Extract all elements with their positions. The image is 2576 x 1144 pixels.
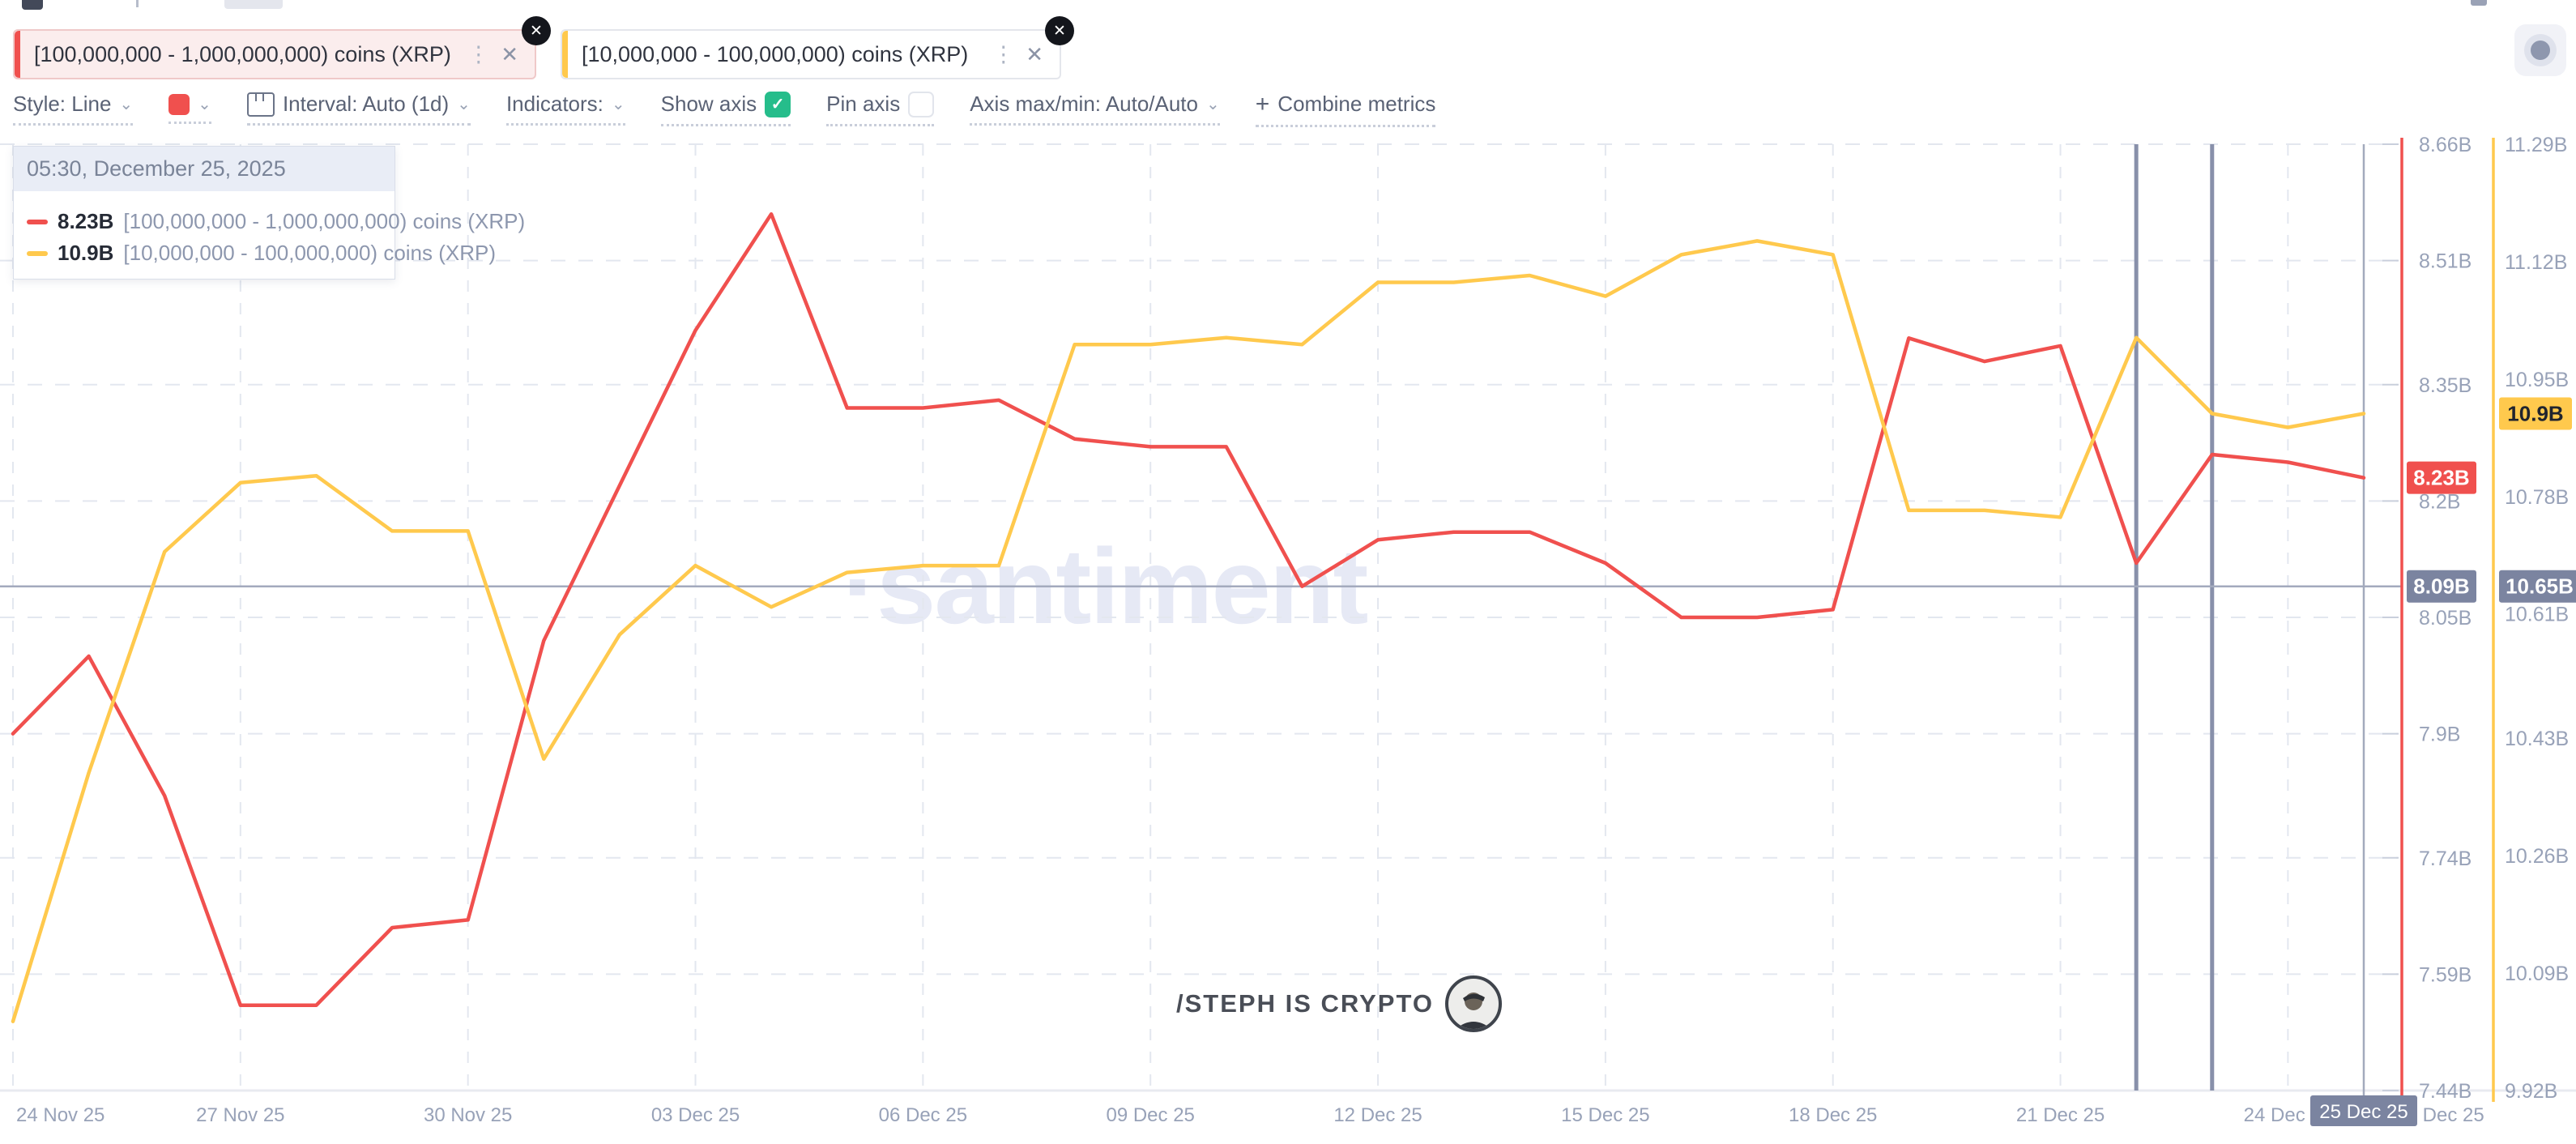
person-silhouette-icon [1455, 992, 1491, 1029]
creator-handle: /STEPH IS CRYPTO [1176, 989, 1434, 1018]
clipped-top-ui-fragment [22, 0, 43, 10]
chart-tooltip: 05:30, December 25, 2025 8.23B [100,000,… [13, 146, 525, 280]
crosshair-date-badge-label: 25 Dec 25 [2319, 1101, 2408, 1123]
yellow-series-dash-icon [27, 250, 48, 256]
red-series-line[interactable] [11, 211, 2366, 1007]
metric-tab-label: [100,000,000 - 1,000,000,000) coins (XRP… [34, 41, 451, 66]
kebab-menu-icon[interactable]: ⋮ [992, 41, 1015, 66]
axis-maxmin-selector[interactable]: Axis max/min: Auto/Auto ⌄ [970, 92, 1220, 126]
left-axis-tick-label: 8.66B [2419, 134, 2472, 156]
plus-icon: + [1255, 90, 1270, 117]
pin-axis-label: Pin axis [826, 92, 901, 116]
style-label: Style: Line [13, 92, 112, 116]
chart-toolbar: Style: Line ⌄ ⌄ Interval: Auto (1d) ⌄ In… [13, 88, 1471, 130]
show-axis-toggle[interactable]: Show axis ✓ [660, 91, 791, 126]
x-axis-tick-label: 30 Nov 25 [424, 1104, 512, 1126]
x-axis-tick-label: 21 Dec 25 [2016, 1104, 2105, 1126]
left-axis-tick-label: 8.2B [2419, 490, 2460, 513]
indicators-selector[interactable]: Indicators: ⌄ [505, 92, 625, 126]
red-series-dash-icon [27, 219, 48, 224]
show-axis-checkbox[interactable]: ✓ [765, 91, 791, 117]
left-axis-tick-label: 7.59B [2419, 963, 2472, 986]
right-axis-tick-label: 10.09B [2505, 963, 2569, 985]
kebab-menu-icon[interactable]: ⋮ [467, 41, 490, 66]
tab-color-bar [15, 31, 20, 78]
right-axis-tick-label: 11.12B [2505, 251, 2567, 274]
left-axis-tick-label: 8.35B [2419, 374, 2472, 397]
color-swatch [168, 93, 190, 115]
red-series-value-badge [2407, 461, 2476, 494]
left-axis-tick-label: 7.9B [2419, 724, 2460, 746]
remove-metric-button[interactable]: ✕ [522, 16, 551, 45]
right-axis-tick-label: 10.95B [2505, 369, 2569, 391]
metric-tab-label: [10,000,000 - 100,000,000) coins (XRP) [582, 41, 969, 66]
left-axis-tick-label: 8.51B [2419, 250, 2472, 273]
record-button[interactable] [2514, 24, 2566, 76]
pin-axis-toggle[interactable]: Pin axis [826, 91, 935, 126]
right-axis-tick-label: 10.43B [2505, 728, 2569, 750]
left-axis-tick-label: 7.44B [2419, 1080, 2472, 1103]
pin-axis-checkbox[interactable] [908, 91, 935, 117]
tooltip-timestamp: 05:30, December 25, 2025 [14, 147, 395, 191]
right-axis-tick-label: 10.26B [2505, 845, 2569, 868]
right-axis-tick-label: 10.78B [2505, 486, 2569, 509]
record-icon [2524, 34, 2557, 66]
metric-tab-yellow[interactable]: [10,000,000 - 100,000,000) coins (XRP) ⋮… [561, 29, 1061, 79]
crosshair-right-value-label: 10.65B [2506, 574, 2574, 599]
left-axis-tick-label: 7.74B [2419, 847, 2472, 870]
crosshair-left-value-badge [2407, 570, 2476, 603]
x-axis-tick-label: 18 Dec 25 [1789, 1104, 1877, 1126]
yellow-series-value-badge [2499, 397, 2572, 430]
yellow-series-line[interactable] [11, 239, 2366, 1023]
x-axis-tick-label: 03 Dec 25 [651, 1104, 740, 1126]
clipped-top-ui-fragment [224, 0, 283, 9]
x-axis-tick-label: 09 Dec 25 [1106, 1104, 1194, 1126]
combine-metrics-label: Combine metrics [1277, 92, 1436, 116]
tooltip-value: 10.9B [58, 241, 114, 265]
yellow-series-value-label: 10.9B [2507, 401, 2563, 425]
x-axis-tick-label: 15 Dec 25 [1561, 1104, 1649, 1126]
tooltip-row: 10.9B [10,000,000 - 100,000,000) coins (… [27, 241, 496, 266]
close-icon[interactable]: ✕ [501, 41, 518, 66]
interval-label: Interval: Auto (1d) [282, 92, 450, 116]
clipped-top-ui-fragment [2471, 0, 2487, 6]
remove-metric-button[interactable]: ✕ [1045, 16, 1074, 45]
style-selector[interactable]: Style: Line ⌄ [13, 92, 134, 126]
metric-tab-red[interactable]: [100,000,000 - 1,000,000,000) coins (XRP… [13, 29, 536, 79]
combine-metrics-button[interactable]: + Combine metrics [1255, 90, 1436, 127]
x-axis-tick-label: 24 Nov 25 [16, 1104, 104, 1126]
tooltip-series-name: [10,000,000 - 100,000,000) coins (XRP) [123, 241, 497, 265]
interval-icon [246, 92, 275, 117]
axis-maxmin-label: Axis max/min: Auto/Auto [970, 92, 1198, 116]
crosshair-date-badge [2310, 1095, 2417, 1126]
right-axis-tick-label: 11.29B [2505, 134, 2567, 156]
right-axis-tick-label: 9.92B [2505, 1080, 2557, 1103]
x-axis-tick-label: 12 Dec 25 [1333, 1104, 1422, 1126]
x-axis-tick-label: 27 Nov 25 [196, 1104, 284, 1126]
creator-credit: /STEPH IS CRYPTO [1176, 975, 1502, 1032]
red-series-value-label: 8.23B [2413, 466, 2469, 490]
right-axis-tick-label: 10.61B [2505, 604, 2569, 626]
tooltip-series-name: [100,000,000 - 1,000,000,000) coins (XRP… [123, 209, 526, 233]
creator-avatar [1444, 975, 1502, 1032]
interval-selector[interactable]: Interval: Auto (1d) ⌄ [246, 92, 471, 126]
tooltip-value: 8.23B [58, 209, 114, 233]
indicators-label: Indicators: [505, 92, 603, 116]
clipped-top-ui-fragment [136, 0, 139, 7]
show-axis-label: Show axis [660, 92, 757, 116]
tooltip-row: 8.23B [100,000,000 - 1,000,000,000) coin… [27, 209, 525, 234]
x-axis-tick-label: 06 Dec 25 [879, 1104, 967, 1126]
color-selector[interactable]: ⌄ [168, 93, 211, 124]
left-axis-tick-label: 8.05B [2419, 607, 2472, 630]
tab-color-bar [562, 31, 568, 78]
close-icon[interactable]: ✕ [1026, 41, 1043, 66]
crosshair-left-value-label: 8.09B [2413, 574, 2469, 599]
crosshair-right-value-badge [2499, 570, 2576, 603]
